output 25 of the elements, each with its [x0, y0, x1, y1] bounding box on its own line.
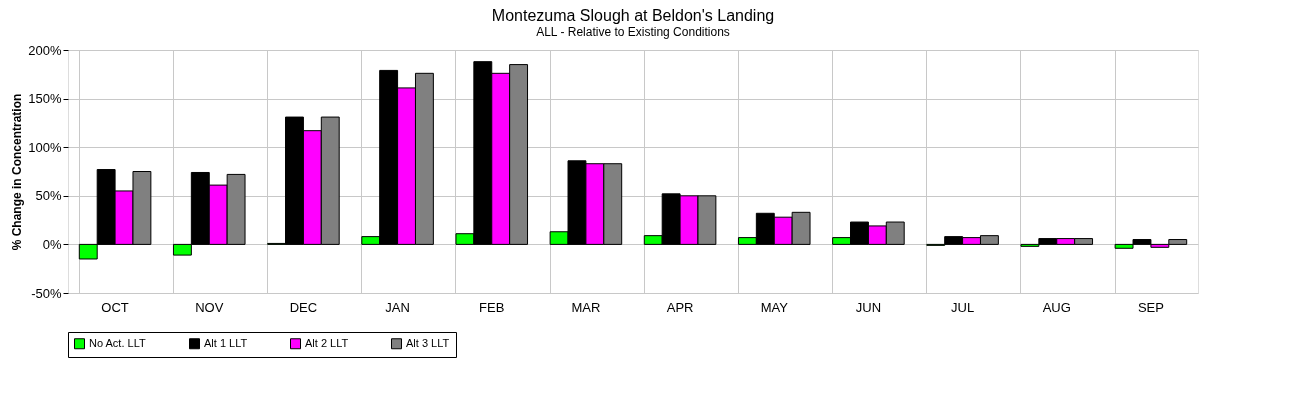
x-tick-label: FEB: [479, 299, 505, 315]
x-tick-label: AUG: [1042, 299, 1071, 315]
y-tick-label: 0%: [42, 236, 62, 252]
x-tick-label: SEP: [1137, 299, 1164, 315]
chart-title: Montezuma Slough at Beldon's Landing: [491, 7, 775, 24]
x-tick-label: MAY: [760, 299, 789, 315]
x-tick-label: MAR: [571, 299, 601, 315]
legend-label: Alt 3 LLT: [406, 336, 450, 349]
y-axis-title: % Change in Concentration: [10, 93, 25, 251]
x-tick-label: JAN: [385, 299, 410, 315]
legend-label: Alt 1 LLT: [204, 336, 248, 349]
x-tick-label: NOV: [195, 299, 224, 315]
y-tick-label: 100%: [28, 139, 62, 155]
x-tick-label: APR: [666, 299, 694, 315]
legend-label: Alt 2 LLT: [305, 336, 349, 349]
y-tick-label: 50%: [35, 188, 62, 204]
legend-label: No Act. LLT: [89, 336, 146, 349]
chart-subtitle: ALL - Relative to Existing Conditions: [536, 25, 730, 39]
x-tick-label: OCT: [101, 299, 129, 315]
x-tick-label: DEC: [289, 299, 318, 315]
y-tick-label: -50%: [31, 285, 62, 301]
x-tick-label: JUN: [855, 299, 882, 315]
x-tick-label: JUL: [951, 299, 975, 315]
y-tick-label: 200%: [28, 42, 62, 58]
y-tick-label: 150%: [28, 91, 62, 107]
